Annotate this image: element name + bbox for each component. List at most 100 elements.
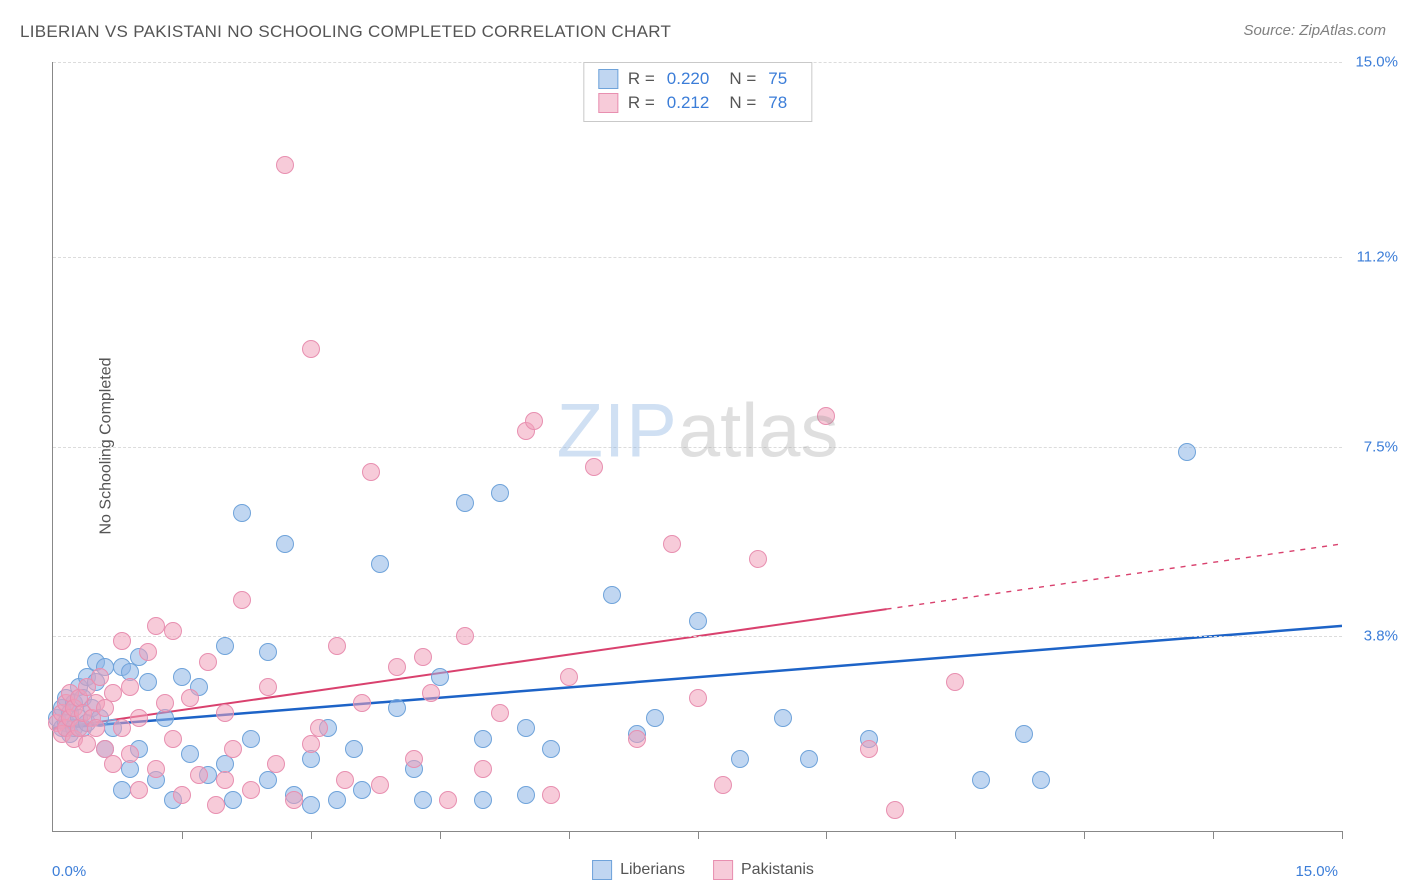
scatter-point bbox=[328, 637, 346, 655]
x-tick bbox=[440, 831, 441, 839]
gridline bbox=[53, 636, 1342, 637]
trend-line-dashed bbox=[887, 544, 1342, 609]
legend-swatch-pakistanis bbox=[713, 860, 733, 880]
scatter-point bbox=[353, 694, 371, 712]
scatter-point bbox=[886, 801, 904, 819]
legend-label-pakistanis: Pakistanis bbox=[741, 861, 814, 879]
scatter-point bbox=[689, 612, 707, 630]
scatter-point bbox=[689, 689, 707, 707]
scatter-point bbox=[1015, 725, 1033, 743]
x-tick bbox=[955, 831, 956, 839]
scatter-point bbox=[474, 730, 492, 748]
scatter-point bbox=[542, 740, 560, 758]
scatter-point bbox=[130, 781, 148, 799]
scatter-point bbox=[147, 617, 165, 635]
scatter-point bbox=[946, 673, 964, 691]
scatter-point bbox=[285, 791, 303, 809]
scatter-point bbox=[190, 766, 208, 784]
bottom-legend: Liberians Pakistanis bbox=[592, 860, 814, 880]
scatter-point bbox=[207, 796, 225, 814]
scatter-point bbox=[603, 586, 621, 604]
scatter-point bbox=[517, 786, 535, 804]
stats-row-pakistanis: R =0.212 N =78 bbox=[598, 91, 797, 115]
scatter-point bbox=[456, 627, 474, 645]
scatter-point bbox=[1032, 771, 1050, 789]
y-tick-label: 15.0% bbox=[1355, 54, 1398, 71]
x-tick bbox=[826, 831, 827, 839]
x-tick bbox=[182, 831, 183, 839]
scatter-point bbox=[302, 796, 320, 814]
scatter-point bbox=[371, 555, 389, 573]
scatter-point bbox=[336, 771, 354, 789]
gridline bbox=[53, 257, 1342, 258]
scatter-point bbox=[302, 750, 320, 768]
scatter-point bbox=[302, 735, 320, 753]
scatter-point bbox=[216, 704, 234, 722]
scatter-point bbox=[405, 750, 423, 768]
scatter-point bbox=[104, 755, 122, 773]
scatter-point bbox=[181, 689, 199, 707]
scatter-point bbox=[139, 643, 157, 661]
scatter-point bbox=[474, 760, 492, 778]
scatter-point bbox=[113, 719, 131, 737]
stats-legend: R =0.220 N =75 R =0.212 N =78 bbox=[583, 62, 812, 122]
y-tick-label: 7.5% bbox=[1364, 438, 1398, 455]
scatter-point bbox=[199, 653, 217, 671]
scatter-point bbox=[972, 771, 990, 789]
scatter-point bbox=[216, 637, 234, 655]
x-tick bbox=[698, 831, 699, 839]
scatter-point bbox=[560, 668, 578, 686]
x-axis-min-label: 0.0% bbox=[52, 863, 86, 880]
scatter-point bbox=[173, 786, 191, 804]
scatter-point bbox=[731, 750, 749, 768]
scatter-point bbox=[224, 740, 242, 758]
scatter-point bbox=[121, 745, 139, 763]
scatter-point bbox=[362, 463, 380, 481]
scatter-point bbox=[173, 668, 191, 686]
scatter-point bbox=[388, 699, 406, 717]
x-tick bbox=[1342, 831, 1343, 839]
scatter-point bbox=[130, 709, 148, 727]
chart-title: LIBERIAN VS PAKISTANI NO SCHOOLING COMPL… bbox=[20, 22, 671, 41]
scatter-point bbox=[113, 781, 131, 799]
scatter-point bbox=[87, 719, 105, 737]
scatter-point bbox=[259, 771, 277, 789]
scatter-point bbox=[414, 648, 432, 666]
scatter-point bbox=[646, 709, 664, 727]
x-tick bbox=[1213, 831, 1214, 839]
scatter-point bbox=[353, 781, 371, 799]
scatter-point bbox=[224, 791, 242, 809]
scatter-point bbox=[525, 412, 543, 430]
swatch-pakistanis bbox=[598, 93, 618, 113]
gridline bbox=[53, 447, 1342, 448]
scatter-point bbox=[156, 709, 174, 727]
scatter-point bbox=[164, 622, 182, 640]
scatter-point bbox=[121, 678, 139, 696]
scatter-point bbox=[276, 535, 294, 553]
scatter-point bbox=[1178, 443, 1196, 461]
plot-area: ZIPatlas R =0.220 N =75 R =0.212 N =78 3… bbox=[52, 62, 1342, 832]
scatter-point bbox=[259, 678, 277, 696]
scatter-point bbox=[628, 730, 646, 748]
scatter-point bbox=[233, 504, 251, 522]
swatch-liberians bbox=[598, 69, 618, 89]
scatter-point bbox=[491, 484, 509, 502]
scatter-point bbox=[121, 760, 139, 778]
x-tick bbox=[569, 831, 570, 839]
x-tick bbox=[1084, 831, 1085, 839]
trend-line-solid bbox=[53, 626, 1342, 729]
scatter-point bbox=[542, 786, 560, 804]
scatter-point bbox=[456, 494, 474, 512]
scatter-point bbox=[181, 745, 199, 763]
legend-swatch-liberians bbox=[592, 860, 612, 880]
scatter-point bbox=[774, 709, 792, 727]
source-label: Source: ZipAtlas.com bbox=[1243, 22, 1386, 39]
scatter-point bbox=[267, 755, 285, 773]
scatter-point bbox=[104, 684, 122, 702]
scatter-point bbox=[164, 730, 182, 748]
scatter-point bbox=[139, 673, 157, 691]
y-tick-label: 3.8% bbox=[1364, 628, 1398, 645]
scatter-point bbox=[749, 550, 767, 568]
x-axis-max-label: 15.0% bbox=[1295, 863, 1338, 880]
scatter-point bbox=[663, 535, 681, 553]
